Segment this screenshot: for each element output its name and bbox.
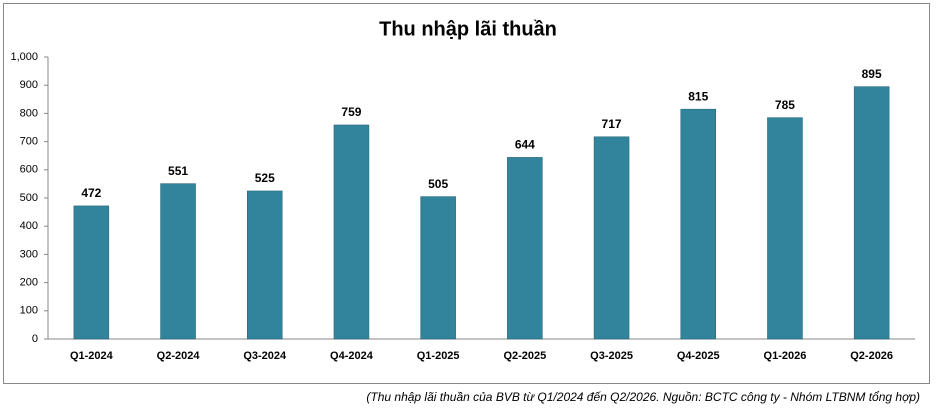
x-tick-label: Q4-2025 — [677, 350, 720, 362]
bar — [680, 108, 716, 340]
x-tick-label: Q2-2025 — [503, 350, 546, 362]
data-label: 717 — [602, 117, 622, 131]
data-label: 785 — [775, 98, 795, 112]
data-label: 759 — [341, 105, 361, 119]
x-tick-label: Q2-2024 — [157, 350, 201, 362]
bar — [247, 190, 283, 340]
caption: (Thu nhập lãi thuần của BVB từ Q1/2024 đ… — [366, 390, 920, 404]
y-tick-label: 1,000 — [10, 51, 38, 63]
data-label: 472 — [81, 186, 101, 200]
data-label: 895 — [862, 67, 882, 81]
chart-title: Thu nhập lãi thuần — [379, 18, 557, 40]
x-tick-label: Q1-2026 — [764, 350, 807, 362]
y-tick-label: 500 — [20, 192, 38, 204]
bar — [160, 183, 196, 340]
y-tick-label: 900 — [20, 79, 38, 91]
y-tick-label: 300 — [20, 248, 38, 260]
bar — [333, 124, 370, 340]
data-label: 505 — [428, 177, 448, 191]
bar — [73, 205, 110, 340]
bar — [853, 86, 890, 340]
bar — [593, 136, 630, 340]
x-tick-label: Q1-2024 — [70, 350, 114, 362]
bar — [507, 157, 543, 340]
x-tick-label: Q3-2025 — [590, 350, 633, 362]
y-tick-label: 400 — [20, 220, 38, 232]
y-tick-label: 700 — [20, 136, 38, 148]
x-tick-label: Q4-2024 — [330, 350, 374, 362]
data-label: 551 — [168, 164, 188, 178]
data-label: 525 — [255, 171, 275, 185]
x-tick-label: Q3-2024 — [243, 350, 287, 362]
y-tick-label: 0 — [32, 333, 38, 345]
bar — [767, 117, 803, 340]
y-tick-label: 800 — [20, 107, 38, 119]
data-label: 644 — [515, 138, 535, 152]
x-tick-label: Q2-2026 — [850, 350, 893, 362]
data-label: 815 — [688, 89, 708, 103]
bar — [420, 196, 456, 340]
y-tick-label: 200 — [20, 277, 38, 289]
y-tick-label: 600 — [20, 164, 38, 176]
y-tick-label: 100 — [20, 305, 38, 317]
x-tick-label: Q1-2025 — [417, 350, 460, 362]
